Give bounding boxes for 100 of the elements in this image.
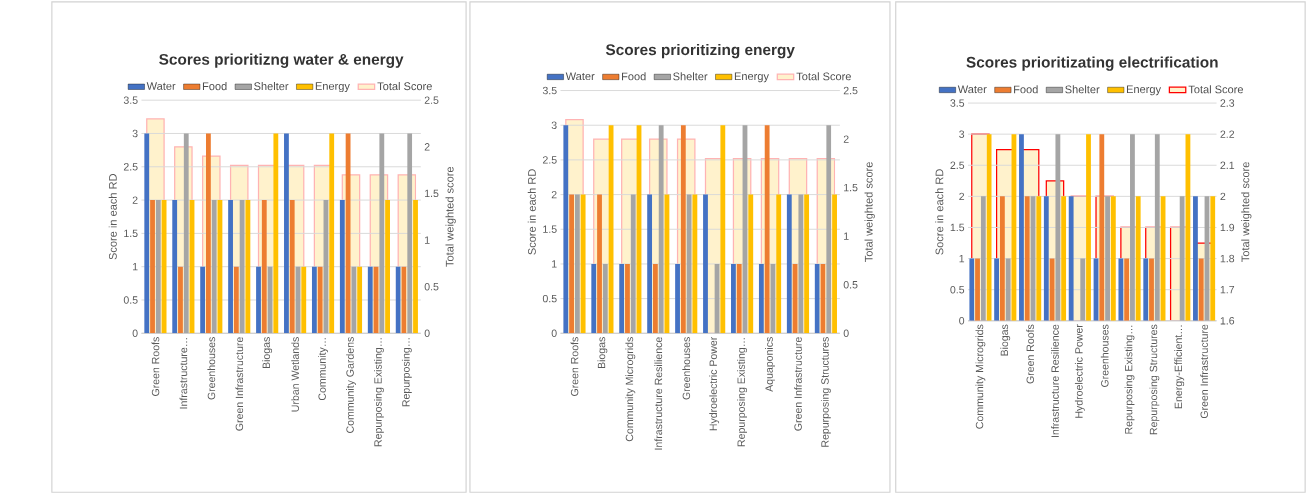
y2-tick-label: 1.5 (425, 189, 439, 198)
y-tick-label: 1.5 (543, 225, 557, 233)
y-tick-label: 3.5 (123, 96, 138, 104)
legend-label: Energy (315, 82, 350, 93)
x-tick-label: Green Infrastructure (1200, 324, 1208, 419)
bar (758, 263, 764, 334)
legend-label: Shelter (254, 81, 289, 91)
x-tick-label: Greenhouses (1100, 324, 1109, 387)
y-tick-label: 0.5 (123, 296, 138, 304)
bar (1080, 258, 1086, 321)
y-axis-title: Score in each RD (108, 173, 117, 260)
bar (994, 258, 1000, 321)
y2-tick-label: 0 (843, 329, 849, 337)
bar (317, 266, 323, 334)
bar (625, 263, 630, 334)
x-tick-label: Hydroelectric Power (709, 336, 720, 431)
x-tick-label: Hydroelectric Power (1074, 324, 1085, 418)
y2-tick-label: 0 (424, 329, 430, 337)
y2-axis-title: Total weighted score (445, 166, 456, 267)
y2-tick-label: 1.9 (1220, 223, 1235, 232)
bar (301, 266, 307, 334)
x-tick-label: Repurposing Structures (1149, 324, 1160, 435)
x-tick-label: Green Roofs (1026, 324, 1034, 384)
y-tick-label: 3.5 (950, 99, 965, 107)
x-tick-label: Repurposing Existing… (737, 338, 748, 447)
x-tick-label: Repurposing Existing… (374, 338, 384, 447)
y2-tick-label: 2 (424, 143, 430, 151)
y2-tick-label: 2.2 (1220, 130, 1235, 138)
x-tick-label: Green Infrastructure (235, 337, 244, 431)
legend-label: Water (565, 72, 595, 81)
bar (200, 266, 206, 334)
x-tick-label: Infrastructure… (179, 338, 188, 409)
bar (736, 263, 742, 334)
legend-label: Shelter (1065, 85, 1100, 94)
y2-tick-label: 1 (844, 232, 849, 240)
bar (1124, 258, 1130, 321)
y-tick-label: 1 (552, 260, 557, 268)
y-tick-label: 2 (551, 190, 557, 199)
y-tick-label: 1.5 (950, 223, 965, 232)
legend-label: Total Score (1188, 85, 1244, 94)
y2-tick-label: 2.1 (1220, 161, 1235, 169)
y2-axis-title: Total weighted score (1241, 162, 1252, 262)
bar (980, 196, 986, 321)
x-tick-label: Green Infrastructure (794, 337, 802, 431)
bar (367, 266, 373, 334)
bar (574, 194, 580, 334)
bar (178, 266, 183, 334)
x-tick-label: Green Roofs (151, 337, 160, 396)
y2-tick-label: 1.7 (1220, 285, 1235, 294)
chart-title: Scores prioritizing energy (605, 43, 795, 59)
bar (580, 194, 586, 334)
x-tick-label: Energy-Efficient… (1174, 325, 1185, 409)
bar (155, 200, 161, 334)
y2-tick-label: 2 (843, 135, 849, 143)
y2-tick-label: 1.5 (844, 183, 858, 192)
chart-title: Scores prioritizng water & energy (159, 53, 404, 68)
bar (652, 263, 658, 334)
x-tick-label: Community Microgrids (975, 324, 986, 429)
legend-label: Energy (1126, 85, 1162, 96)
y-tick-label: 3 (551, 121, 557, 129)
x-tick-label: Urban Wetlands (291, 337, 299, 412)
y-tick-label: 3 (132, 129, 138, 138)
x-tick-label: Infrastructure Resilience (1051, 324, 1059, 437)
bar (1005, 258, 1011, 321)
y-tick-label: 2.5 (542, 156, 557, 164)
x-tick-label: Community Gardens (346, 337, 356, 433)
y2-tick-label: 2.5 (843, 86, 858, 95)
legend-label: Shelter (673, 72, 708, 81)
x-tick-label: Biogas (597, 337, 608, 369)
x-tick-label: Repurposing Structures (820, 337, 831, 447)
legend-label: Food (622, 72, 646, 81)
y2-tick-label: 2.5 (424, 96, 439, 104)
bar (619, 263, 625, 334)
x-tick-label: Greenhouses (207, 337, 216, 400)
bar (233, 266, 239, 334)
y-tick-label: 2 (132, 196, 138, 204)
legend-label: Water (146, 82, 176, 90)
x-tick-label: Greenhouses (682, 337, 691, 400)
x-tick-label: Aquaponics (765, 337, 775, 392)
y-tick-label: 0 (132, 329, 138, 337)
x-tick-label: Repurposing Existing… (1124, 325, 1135, 434)
y-axis-title: Score in each RD (527, 169, 536, 255)
legend-label: Food (202, 81, 227, 91)
bar (630, 194, 636, 334)
y2-tick-label: 2 (1220, 192, 1226, 200)
y2-tick-label: 1.6 (1220, 316, 1235, 325)
bar (597, 194, 602, 334)
legend-label: Total Score (796, 72, 851, 81)
y-axis-title: Socre in each RD (935, 169, 944, 255)
x-tick-label: Repurposing… (401, 338, 412, 407)
bar (602, 263, 608, 334)
x-tick-label: Community… (318, 338, 328, 401)
x-tick-label: Infrastructure Resilience (654, 337, 663, 450)
chart-title: Scores prioritizating electrification (966, 56, 1218, 71)
y2-tick-label: 0.5 (843, 280, 858, 289)
y-tick-label: 1 (959, 254, 965, 263)
bar (1149, 258, 1154, 321)
bar (686, 194, 692, 334)
y2-tick-label: 2.3 (1220, 99, 1235, 107)
bar (675, 263, 680, 334)
